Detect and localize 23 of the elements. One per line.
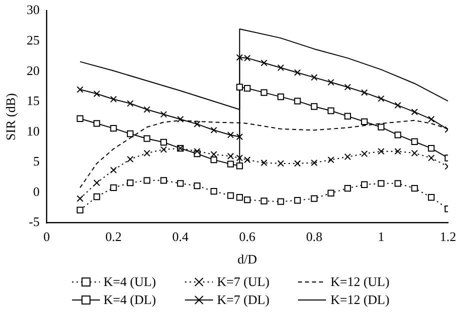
legend-label: K=7 (UL)	[217, 274, 270, 290]
legend-label: K=4 (UL)	[104, 274, 156, 290]
legend-label: K=12 (DL)	[330, 292, 390, 308]
x-tick-label: 0.6	[239, 229, 256, 244]
x-tick-label: 1	[378, 229, 384, 244]
x-tick-label: 0	[43, 229, 50, 244]
y-tick-label: 10	[26, 123, 40, 138]
x-tick-label: 1.2	[440, 229, 456, 244]
y-tick-label: 5	[33, 154, 40, 169]
x-tick-label: 0.8	[306, 229, 322, 244]
x-axis-title: d/D	[238, 252, 258, 267]
y-axis-title: SIR (dB)	[3, 93, 18, 140]
legend-label: K=12 (UL)	[330, 274, 390, 290]
legend-label: K=7 (DL)	[217, 292, 270, 308]
y-tick-label: -5	[28, 214, 40, 230]
y-tick-label: 0	[33, 184, 40, 199]
y-tick-label: 15	[26, 93, 40, 108]
y-tick-label: 25	[26, 32, 40, 48]
y-tick-label: 20	[26, 62, 40, 78]
x-tick-label: 0.2	[105, 229, 122, 244]
legend-label: K=4 (DL)	[104, 292, 156, 308]
x-tick-label: 0.4	[172, 229, 190, 244]
y-tick-label: 30	[26, 2, 40, 18]
